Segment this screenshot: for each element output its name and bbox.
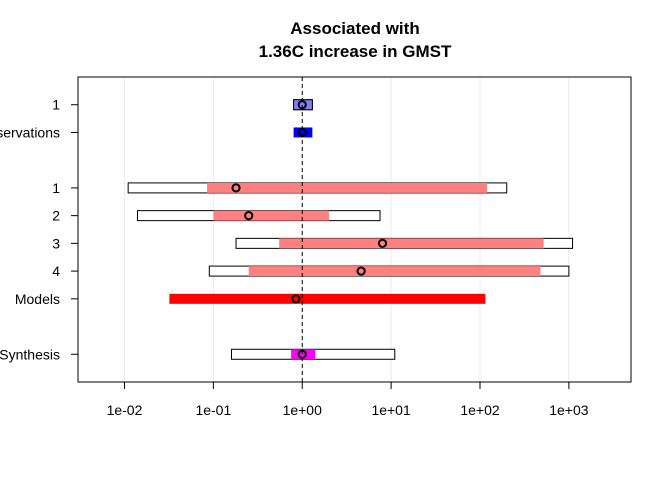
row-label: Synthesis	[0, 346, 60, 362]
row-label: 1	[52, 180, 60, 196]
row-label: 3	[52, 235, 60, 251]
point-estimate	[377, 238, 388, 248]
grid-lines	[123, 77, 570, 382]
point-estimate	[244, 211, 254, 221]
x-axis: 1e-02 1e-01 1e+00 1e+01 1e+02 1e+03	[107, 381, 589, 418]
row-labels: 1 Observations 1 2 3 4 Models Synthesis	[0, 97, 78, 362]
x-tick-label: 1e+03	[549, 402, 589, 418]
inner-interval-bar	[291, 349, 316, 360]
row-label: 1	[52, 97, 60, 113]
point-estimate	[297, 349, 307, 359]
point-estimate	[297, 127, 307, 138]
row-label: 4	[52, 263, 60, 279]
point-estimate	[231, 183, 241, 193]
inner-interval-bar	[248, 266, 541, 277]
chart-title-line-2: 1.36C increase in GMST	[259, 42, 452, 61]
point-estimate	[291, 294, 301, 304]
x-tick-label: 1e+02	[460, 402, 500, 418]
x-tick-label: 1e+00	[283, 402, 323, 418]
row-label: Observations	[0, 124, 60, 140]
point-estimate	[356, 266, 366, 276]
x-tick-label: 1e+01	[371, 402, 411, 418]
x-tick-label: 1e-01	[195, 402, 231, 418]
inner-interval-bar	[293, 127, 313, 138]
inner-interval-bar	[293, 99, 313, 111]
row-label: 2	[52, 208, 60, 224]
inner-interval-bar	[169, 293, 486, 304]
point-estimates	[231, 100, 388, 359]
interval-bars	[127, 99, 574, 360]
point-estimate	[297, 100, 307, 110]
inner-interval-bar	[207, 182, 488, 193]
row-label: Models	[15, 291, 60, 307]
inner-interval-bar	[213, 210, 329, 221]
x-tick-label: 1e-02	[107, 402, 143, 418]
inner-interval-bar	[279, 238, 544, 249]
chart-title-line-1: Associated with	[290, 19, 419, 38]
plot-frame	[77, 76, 632, 383]
